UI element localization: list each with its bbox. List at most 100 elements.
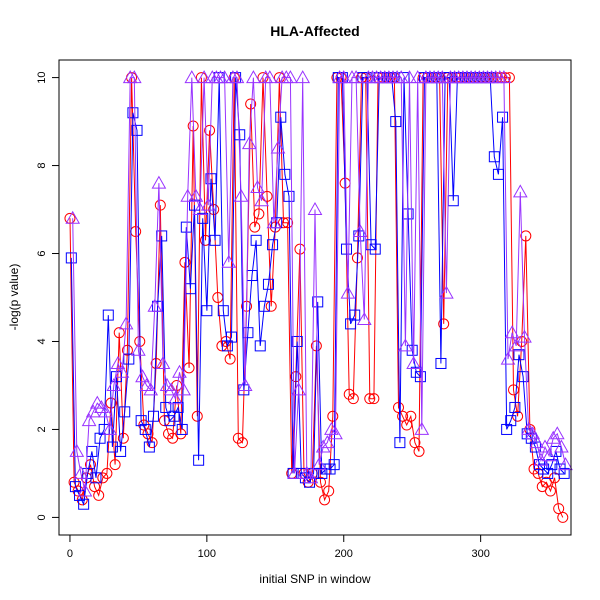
data-point-square [205, 173, 217, 185]
data-point-triangle [147, 298, 163, 312]
data-point-square [291, 335, 303, 347]
data-point-circle [323, 485, 335, 497]
series-line-square [70, 77, 565, 506]
data-point-circle [146, 437, 158, 449]
data-point-triangle [393, 70, 409, 84]
data-point-triangle [558, 457, 573, 471]
plot-area [64, 70, 573, 523]
data-point-triangle [517, 329, 532, 343]
data-point-square [193, 454, 205, 466]
chart-title: HLA-Affected [270, 23, 359, 39]
data-point-triangle [537, 439, 553, 453]
data-point-circle [224, 353, 236, 365]
data-point-triangle [233, 188, 249, 202]
data-point-triangle [250, 179, 265, 193]
data-point-triangle [118, 316, 134, 330]
data-point-square [131, 124, 143, 136]
data-point-square [180, 221, 192, 233]
data-point-triangle [496, 70, 512, 84]
data-point-square [283, 190, 295, 202]
data-point-square [119, 406, 131, 418]
data-point-triangle [348, 70, 364, 84]
data-point-triangle [176, 382, 191, 396]
data-point-triangle [533, 452, 549, 466]
data-point-square [217, 305, 229, 317]
data-point-square [225, 331, 237, 343]
data-point-triangle [135, 369, 150, 383]
data-point-triangle [69, 443, 85, 457]
data-point-triangle [504, 325, 520, 339]
data-point-circle [409, 437, 421, 449]
data-point-circle [117, 432, 129, 444]
data-point-triangle [295, 70, 311, 84]
x-tick-label: 100 [198, 548, 216, 560]
data-point-triangle [229, 70, 245, 84]
data-point-square [492, 168, 504, 180]
data-point-triangle [200, 197, 216, 211]
data-point-square [497, 111, 509, 123]
data-point-square [505, 415, 517, 427]
data-point-circle [282, 217, 294, 229]
data-point-square [69, 481, 81, 493]
data-point-triangle [434, 70, 450, 84]
data-point-triangle [188, 188, 204, 202]
data-point-circle [557, 511, 569, 523]
data-point-triangle [549, 426, 565, 440]
data-point-square [542, 467, 554, 479]
y-tick-label: 2 [36, 426, 48, 432]
data-point-square [316, 467, 328, 479]
data-point-square [197, 212, 209, 224]
data-point-circle [364, 393, 376, 405]
data-point-square [365, 239, 377, 251]
data-point-square [172, 401, 184, 413]
data-point-triangle [352, 223, 368, 237]
data-point-circle [68, 476, 80, 488]
data-point-triangle [85, 404, 101, 418]
data-point-square [312, 296, 324, 308]
data-point-square [168, 410, 180, 422]
data-point-square [102, 309, 114, 321]
data-point-square [554, 463, 566, 475]
data-point-square [147, 410, 159, 422]
data-point-triangle [328, 426, 343, 440]
data-point-triangle [315, 439, 331, 453]
data-point-triangle [254, 193, 269, 207]
data-point-triangle [65, 210, 81, 224]
data-point-square [115, 445, 127, 457]
x-axis-label: initial SNP in window [259, 572, 370, 586]
data-point-triangle [106, 377, 122, 391]
data-point-triangle [439, 285, 454, 299]
data-point-triangle [500, 351, 516, 365]
data-point-square [160, 401, 172, 413]
data-point-circle [347, 393, 359, 405]
series-triangle [65, 70, 573, 497]
data-point-circle [109, 459, 121, 471]
data-point-square [94, 432, 106, 444]
data-point-square [275, 111, 287, 123]
data-point-triangle [508, 338, 524, 352]
data-point-square [267, 239, 279, 251]
data-point-triangle [529, 435, 545, 449]
data-point-triangle [217, 70, 232, 84]
data-point-triangle [545, 430, 561, 444]
y-tick-label: 4 [36, 338, 48, 344]
data-point-triangle [184, 70, 200, 84]
data-point-triangle [77, 483, 93, 497]
data-point-square [221, 340, 233, 352]
data-point-triangle [402, 70, 417, 84]
data-point-circle [245, 98, 257, 110]
data-point-triangle [266, 215, 282, 229]
data-point-square [279, 168, 291, 180]
data-point-triangle [270, 140, 286, 154]
data-point-circle [163, 428, 175, 440]
data-point-square [201, 305, 213, 317]
data-point-circle [93, 489, 105, 501]
data-point-square [345, 318, 357, 330]
axes: 0 100 200 300 0 2 4 6 8 10 [36, 71, 490, 560]
y-tick-label: 8 [36, 162, 48, 168]
data-point-circle [89, 481, 101, 493]
data-point-circle [413, 445, 425, 457]
data-point-square [65, 252, 77, 264]
data-point-triangle [356, 311, 372, 325]
y-axis-label: -log(p value) [7, 264, 21, 331]
